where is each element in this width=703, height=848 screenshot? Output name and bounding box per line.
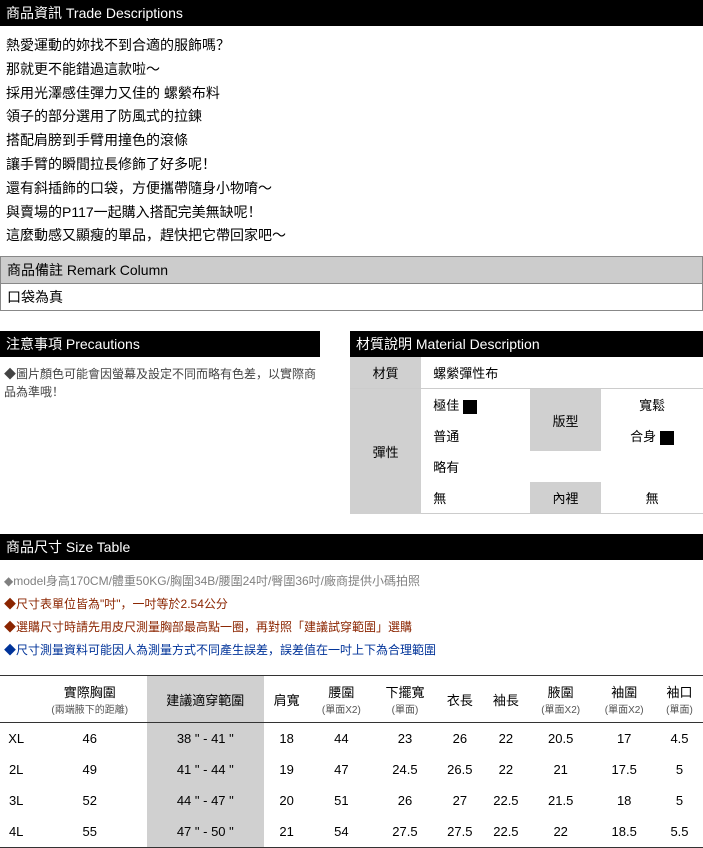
cell: 22 [529, 816, 593, 848]
trade-line: 讓手臂的瞬間拉長修飾了好多呢！ [6, 153, 697, 177]
cell: 18 [264, 723, 310, 755]
trade-body: 熱愛運動的妳找不到合適的服飾嗎？那就更不能錯過這款啦～採用光澤感佳彈力又佳的 螺… [0, 26, 703, 256]
precautions-header: 注意事項 Precautions [0, 331, 320, 357]
material-table: 材質 螺縈彈性布 彈性 極佳 版型 寬鬆 普通 合身 略有 無 內裡 無 [350, 357, 703, 514]
table-row: 4L5547 " - 50 "215427.527.522.52218.55.5 [0, 816, 703, 848]
size-table-header: 實際胸圍(兩端腋下的距離) 建議適穿範圍 肩寬 腰圍(單面X2) 下擺寬(單面)… [0, 676, 703, 723]
trade-line: 領子的部分選用了防風式的拉鍊 [6, 105, 697, 129]
material-label: 材質 [350, 357, 421, 389]
cell: 5.5 [656, 816, 703, 848]
note-4: ◆尺寸測量資料可能因人為測量方式不同產生誤差，誤差值在一吋上下為合理範圍 [4, 639, 699, 662]
cell: 22.5 [483, 785, 529, 816]
cell: 22 [483, 754, 529, 785]
cell: 20 [264, 785, 310, 816]
cell: 21 [529, 754, 593, 785]
cell: 4L [0, 816, 32, 848]
table-row: XL4638 " - 41 "184423262220.5174.5 [0, 723, 703, 755]
cell: 52 [32, 785, 147, 816]
cell: 5 [656, 754, 703, 785]
fit-fit: 合身 [601, 420, 703, 451]
remark-header: 商品備註 Remark Column [0, 256, 703, 284]
cell: 47 " - 50 " [147, 816, 264, 848]
cell: 17.5 [592, 754, 656, 785]
cell: 46 [32, 723, 147, 755]
lining-label: 內裡 [530, 482, 601, 514]
size-notes: ◆model身高170CM/體重50KG/胸圍34B/腰圍24吋/臀圍36吋/廠… [0, 560, 703, 671]
precautions-block: 注意事項 Precautions ◆圖片顏色可能會因螢幕及設定不同而略有色差，以… [0, 331, 320, 409]
cell: 2L [0, 754, 32, 785]
cell: 44 [310, 723, 374, 755]
cell: 27 [437, 785, 483, 816]
cell: 23 [373, 723, 437, 755]
material-value: 螺縈彈性布 [421, 357, 703, 389]
size-section: 商品尺寸 Size Table ◆model身高170CM/體重50KG/胸圍3… [0, 534, 703, 848]
trade-line: 採用光澤感佳彈力又佳的 螺縈布料 [6, 82, 697, 106]
note-2: ◆尺寸表單位皆為"吋"，一吋等於2.54公分 [4, 593, 699, 616]
cell: XL [0, 723, 32, 755]
cell: 55 [32, 816, 147, 848]
cell: 21.5 [529, 785, 593, 816]
cell: 41 " - 44 " [147, 754, 264, 785]
fit-loose: 寬鬆 [601, 389, 703, 421]
trade-line: 還有斜插飾的口袋，方便攜帶隨身小物唷～ [6, 177, 697, 201]
elastic-normal: 普通 [421, 420, 530, 451]
cell: 47 [310, 754, 374, 785]
precautions-body: ◆圖片顏色可能會因螢幕及設定不同而略有色差，以實際商品為準哦！ [0, 357, 320, 409]
cell: 21 [264, 816, 310, 848]
trade-line: 熱愛運動的妳找不到合適的服飾嗎？ [6, 34, 697, 58]
cell: 18 [592, 785, 656, 816]
remark-body: 口袋為真 [0, 284, 703, 311]
cell: 4.5 [656, 723, 703, 755]
elastic-label: 彈性 [350, 389, 421, 514]
cell: 54 [310, 816, 374, 848]
cell: 38 " - 41 " [147, 723, 264, 755]
trade-line: 與賣場的P117一起購入搭配完美無缺呢！ [6, 201, 697, 225]
cell: 26 [373, 785, 437, 816]
cell: 27.5 [373, 816, 437, 848]
cell: 49 [32, 754, 147, 785]
trade-header: 商品資訊 Trade Descriptions [0, 0, 703, 26]
check-icon [463, 400, 477, 414]
cell: 19 [264, 754, 310, 785]
size-header: 商品尺寸 Size Table [0, 534, 703, 560]
size-table: 實際胸圍(兩端腋下的距離) 建議適穿範圍 肩寬 腰圍(單面X2) 下擺寬(單面)… [0, 675, 703, 848]
cell: 27.5 [437, 816, 483, 848]
cell: 20.5 [529, 723, 593, 755]
elastic-great: 極佳 [421, 389, 530, 421]
cell: 51 [310, 785, 374, 816]
cell: 17 [592, 723, 656, 755]
fit-label: 版型 [530, 389, 601, 452]
cell: 26.5 [437, 754, 483, 785]
table-row: 3L5244 " - 47 "2051262722.521.5185 [0, 785, 703, 816]
trade-line: 這麼動感又顯瘦的單品，趕快把它帶回家吧～ [6, 224, 697, 248]
trade-line: 那就更不能錯過這款啦～ [6, 58, 697, 82]
trade-line: 搭配肩膀到手臂用撞色的滾條 [6, 129, 697, 153]
lining-value: 無 [601, 482, 703, 514]
elastic-slight: 略有 [421, 451, 530, 482]
cell: 22.5 [483, 816, 529, 848]
elastic-none: 無 [421, 482, 530, 514]
cell: 18.5 [592, 816, 656, 848]
check-icon [660, 431, 674, 445]
cell: 24.5 [373, 754, 437, 785]
note-1: ◆model身高170CM/體重50KG/胸圍34B/腰圍24吋/臀圍36吋/廠… [4, 570, 699, 593]
material-header: 材質說明 Material Description [350, 331, 703, 357]
cell: 44 " - 47 " [147, 785, 264, 816]
cell: 26 [437, 723, 483, 755]
table-row: 2L4941 " - 44 "194724.526.5222117.55 [0, 754, 703, 785]
note-3: ◆選購尺寸時請先用皮尺測量胸部最高點一圈，再對照「建議試穿範圍」選購 [4, 616, 699, 639]
cell: 3L [0, 785, 32, 816]
cell: 22 [483, 723, 529, 755]
material-block: 材質說明 Material Description 材質 螺縈彈性布 彈性 極佳… [350, 331, 703, 514]
cell: 5 [656, 785, 703, 816]
